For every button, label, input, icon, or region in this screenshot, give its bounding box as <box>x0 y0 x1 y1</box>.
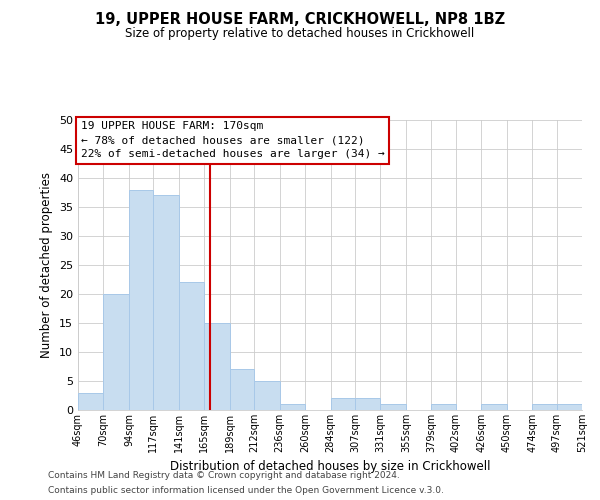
X-axis label: Distribution of detached houses by size in Crickhowell: Distribution of detached houses by size … <box>170 460 490 473</box>
Bar <box>129 190 154 410</box>
Bar <box>179 282 204 410</box>
Bar <box>355 398 380 410</box>
Bar <box>532 404 557 410</box>
Bar <box>481 404 506 410</box>
Bar <box>431 404 456 410</box>
Bar <box>380 404 406 410</box>
Bar <box>557 404 582 410</box>
Text: 19 UPPER HOUSE FARM: 170sqm
← 78% of detached houses are smaller (122)
22% of se: 19 UPPER HOUSE FARM: 170sqm ← 78% of det… <box>80 122 384 160</box>
Y-axis label: Number of detached properties: Number of detached properties <box>40 172 53 358</box>
Bar <box>254 381 280 410</box>
Bar <box>204 323 230 410</box>
Text: Contains HM Land Registry data © Crown copyright and database right 2024.: Contains HM Land Registry data © Crown c… <box>48 471 400 480</box>
Text: Contains public sector information licensed under the Open Government Licence v.: Contains public sector information licen… <box>48 486 444 495</box>
Bar <box>78 392 103 410</box>
Bar <box>230 370 254 410</box>
Text: 19, UPPER HOUSE FARM, CRICKHOWELL, NP8 1BZ: 19, UPPER HOUSE FARM, CRICKHOWELL, NP8 1… <box>95 12 505 28</box>
Bar <box>103 294 129 410</box>
Bar <box>331 398 355 410</box>
Bar <box>154 196 179 410</box>
Text: Size of property relative to detached houses in Crickhowell: Size of property relative to detached ho… <box>125 28 475 40</box>
Bar <box>280 404 305 410</box>
